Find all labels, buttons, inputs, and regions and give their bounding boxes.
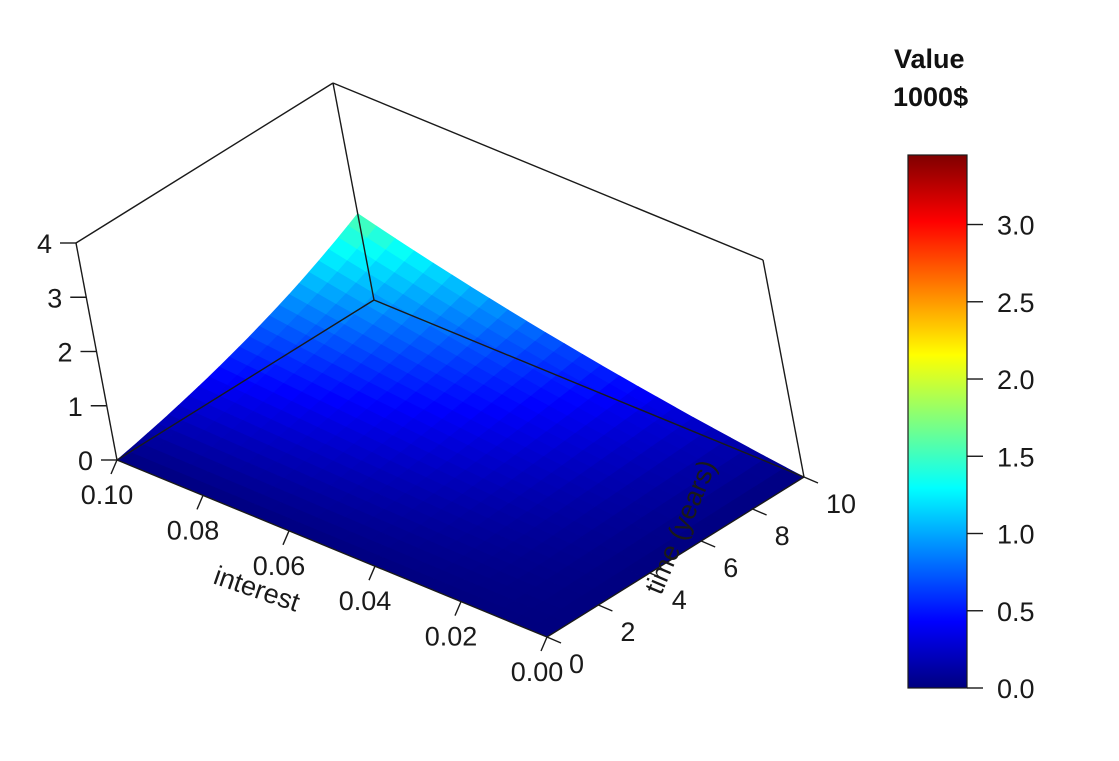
x-tick: [454, 601, 462, 616]
box-edge: [762, 259, 805, 478]
x-tick-label: 0.10: [81, 480, 134, 510]
y-tick-label: 10: [826, 489, 856, 519]
z-tick-label: 3: [47, 283, 62, 313]
colorbar-tick-label: 1.0: [997, 520, 1035, 550]
colorbar-tick-label: 2.5: [997, 288, 1035, 318]
x-tick-label: 0.02: [425, 622, 478, 652]
colorbar-ticks: 0.0 0.5 1.0 1.5 2.0 2.5 3.0: [967, 211, 1035, 704]
box-edge: [546, 476, 805, 638]
box-edge: [373, 299, 805, 478]
surface: [116, 213, 805, 638]
z-tick-label: 0: [78, 446, 93, 476]
box-edge: [116, 299, 375, 461]
x-tick-label: 0.06: [253, 551, 306, 581]
z-tick-label: 4: [37, 229, 52, 259]
x-tick-label: 0.00: [511, 657, 564, 687]
y-tick-label: 2: [620, 617, 635, 647]
colorbar-title-line2: 1000$: [893, 82, 968, 112]
axis-ticks: 0 1 2 3 4 0.00 0.02 0.04 0.06 0.08 0.10 0 2 4 6 8 10: [37, 229, 856, 687]
y-tick: [598, 604, 613, 612]
x-tick-label: 0.08: [167, 515, 220, 545]
x-tick-label: 0.04: [339, 586, 392, 616]
box-edge: [116, 459, 548, 638]
z-tick-label: 1: [68, 392, 83, 422]
y-tick-label: 6: [723, 553, 738, 583]
colorbar-tick-label: 3.0: [997, 211, 1035, 241]
y-tick: [546, 636, 562, 644]
colorbar-tick-label: 2.0: [997, 365, 1035, 395]
y-tick: [649, 572, 665, 580]
x-tick: [540, 636, 548, 652]
box-edge: [75, 82, 334, 244]
y-tick-label: 4: [672, 585, 687, 615]
colorbar-tick-label: 0.0: [997, 674, 1035, 704]
y-tick-label: 8: [775, 521, 790, 551]
y-tick: [752, 508, 767, 516]
y-tick: [700, 540, 716, 548]
x-tick: [110, 459, 118, 475]
colorbar-title-line1: Value: [894, 44, 965, 74]
colorbar: [907, 154, 968, 689]
x-tick: [368, 565, 376, 581]
y-tick: [803, 476, 819, 484]
x-tick: [196, 495, 204, 510]
colorbar-tick-label: 0.5: [997, 597, 1035, 627]
box-edge: [332, 82, 764, 261]
y-tick-label: 0: [569, 649, 584, 679]
z-tick-label: 2: [57, 338, 72, 368]
box-edge: [332, 82, 375, 301]
colorbar-tick-label: 1.5: [997, 442, 1035, 472]
x-tick: [282, 530, 290, 546]
plot-box: [75, 82, 805, 638]
